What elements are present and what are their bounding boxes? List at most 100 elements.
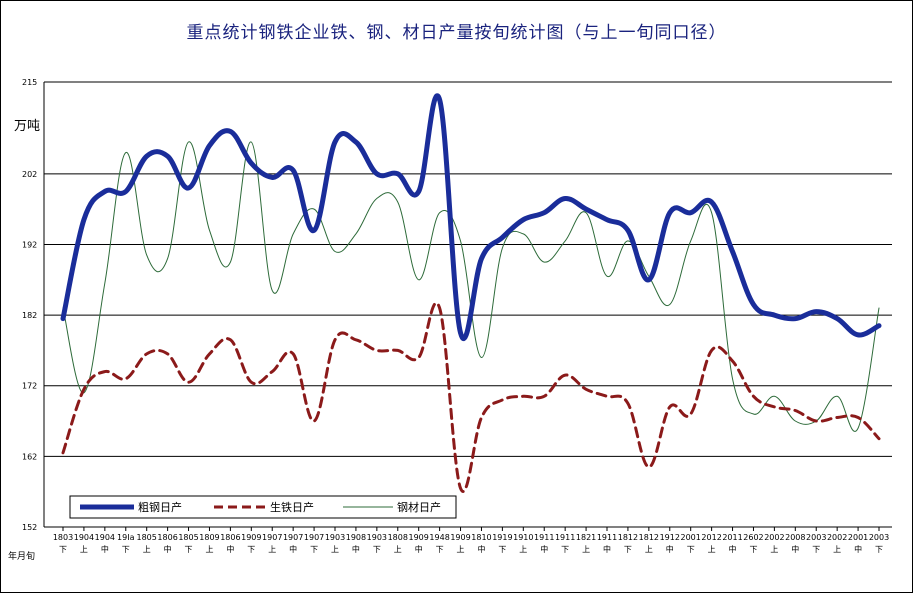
x-tick-label: 1903 xyxy=(367,533,387,542)
series-line-steel-products xyxy=(62,141,880,432)
series-line-pig-iron xyxy=(61,301,881,493)
y-tick-label: 152 xyxy=(22,523,37,532)
x-tick-label: 1809 xyxy=(199,533,219,542)
x-tick-label: 2002 xyxy=(764,533,784,542)
x-tick-sublabel: 上 xyxy=(457,545,465,554)
x-tick-label: 2002 xyxy=(827,533,847,542)
x-tick-label: 1805 xyxy=(178,533,198,542)
x-tick-sublabel: 下 xyxy=(749,545,757,554)
x-tick-label: 1911 xyxy=(534,533,554,542)
x-tick-label: 1912 xyxy=(660,533,680,542)
x-tick-sublabel: 下 xyxy=(812,545,820,554)
x-tick-label: 1919 xyxy=(492,533,512,542)
x-tick-sublabel: 中 xyxy=(477,544,485,554)
x-tick-sublabel: 上 xyxy=(708,545,716,554)
x-tick-sublabel: 上 xyxy=(833,545,841,554)
x-tick-label: 1910 xyxy=(513,533,533,542)
x-tick-label: 1903 xyxy=(325,533,345,542)
x-tick-sublabel: 上 xyxy=(331,545,339,554)
x-tick-label: 2003 xyxy=(869,533,889,542)
x-tick-label: 1806 xyxy=(220,533,240,542)
x-tick-label: 2001 xyxy=(681,533,701,542)
x-tick-label: 19Ia xyxy=(117,533,135,542)
x-tick-sublabel: 下 xyxy=(185,545,193,554)
x-tick-label: 1911 xyxy=(555,533,575,542)
legend-label-pig-iron: 生铁日产 xyxy=(270,500,314,514)
x-tick-label: 1806 xyxy=(157,533,177,542)
x-tick-label: 1911 xyxy=(597,533,617,542)
x-tick-label: 1908 xyxy=(346,533,366,542)
chart-title: 重点统计钢铁企业铁、钢、材日产量按旬统计图（与上一旬同口径） xyxy=(186,23,727,43)
x-tick-label: 1909 xyxy=(241,533,261,542)
x-axis-label: 年月旬 xyxy=(8,552,36,562)
x-tick-sublabel: 中 xyxy=(540,544,548,554)
x-tick-sublabel: 上 xyxy=(205,545,213,554)
x-tick-sublabel: 中 xyxy=(854,544,862,554)
x-tick-sublabel: 上 xyxy=(268,545,276,554)
x-tick-sublabel: 下 xyxy=(687,545,695,554)
y-tick-label: 215 xyxy=(22,78,37,87)
x-tick-sublabel: 中 xyxy=(101,544,109,554)
legend-label-steel-products: 钢材日产 xyxy=(397,500,441,514)
x-tick-label: 1907 xyxy=(304,533,324,542)
series-line-crude-steel xyxy=(60,93,882,341)
x-tick-sublabel: 下 xyxy=(561,545,569,554)
x-tick-sublabel: 下 xyxy=(59,545,67,554)
y-tick-labels: 152 162 172 182 192 202 215 xyxy=(22,78,37,532)
grid-lines xyxy=(43,81,892,528)
x-tick-sublabel: 中 xyxy=(729,544,737,554)
x-tick-sublabel: 下 xyxy=(875,545,883,554)
x-tick-label: 1812 xyxy=(618,533,638,542)
x-tick-sublabel: 中 xyxy=(226,544,234,554)
x-tick-label: 1810 xyxy=(471,533,491,542)
x-tick-label: 1909 xyxy=(409,533,429,542)
x-tick-label: 1904 xyxy=(74,533,94,542)
x-tick-sublabel: 中 xyxy=(603,544,611,554)
x-tick-label: 2008 xyxy=(785,533,805,542)
x-tick-label: 2003 xyxy=(806,533,826,542)
x-tick-sublabel: 上 xyxy=(645,545,653,554)
x-tick-sublabel: 上 xyxy=(770,545,778,554)
x-tick-label: 1803 xyxy=(53,533,73,542)
x-tick-sublabel: 中 xyxy=(289,544,297,554)
x-tick-label: 2001 xyxy=(848,533,868,542)
x-tick-label: 1909 xyxy=(450,533,470,542)
x-tick-sublabel: 中 xyxy=(415,544,423,554)
x-tick-sublabel: 下 xyxy=(122,545,130,554)
x-tick-sublabel: 下 xyxy=(247,545,255,554)
x-tick-sublabel: 下 xyxy=(624,545,632,554)
legend-label-crude-steel: 粗钢日产 xyxy=(138,500,182,514)
x-tick-sublabel: 中 xyxy=(164,544,172,554)
y-axis-label: 万吨 xyxy=(14,119,41,134)
y-tick-label: 172 xyxy=(22,382,37,391)
x-tick-label: 2602 xyxy=(743,533,763,542)
x-tick-sublabel: 中 xyxy=(666,544,674,554)
x-tick-label: 1805 xyxy=(137,533,157,542)
x-tick-sublabel: 上 xyxy=(582,545,590,554)
x-tick-label: 1812 xyxy=(639,533,659,542)
x-tick-sublabel: 下 xyxy=(436,545,444,554)
x-tick-sublabel: 上 xyxy=(394,545,402,554)
x-tick-label: 2012 xyxy=(701,533,721,542)
x-tick-label: 1907 xyxy=(262,533,282,542)
x-tick-sublabel: 下 xyxy=(310,545,318,554)
y-tick-label: 192 xyxy=(22,240,37,249)
x-tick-labels: 1803 下 1904 上 1904 中 19Ia 下 1805 上 1806 中 1805 下 1809 上… xyxy=(53,527,889,554)
x-tick-label: 1904 xyxy=(95,533,115,542)
y-tick-label: 162 xyxy=(22,452,37,461)
legend: 粗钢日产 生铁日产 钢材日产 xyxy=(69,495,457,519)
x-tick-sublabel: 中 xyxy=(791,544,799,554)
x-tick-sublabel: 下 xyxy=(373,545,381,554)
x-tick-label: 1821 xyxy=(576,533,596,542)
series-lines xyxy=(60,93,882,493)
x-tick-label: 1907 xyxy=(283,533,303,542)
x-tick-sublabel: 下 xyxy=(498,545,506,554)
x-tick-sublabel: 上 xyxy=(143,545,151,554)
x-tick-label: 2011 xyxy=(722,533,742,542)
y-tick-label: 182 xyxy=(22,311,37,320)
x-tick-sublabel: 上 xyxy=(80,545,88,554)
x-tick-sublabel: 中 xyxy=(352,544,360,554)
x-tick-sublabel: 上 xyxy=(519,545,527,554)
x-tick-label: 1948 xyxy=(429,533,449,542)
